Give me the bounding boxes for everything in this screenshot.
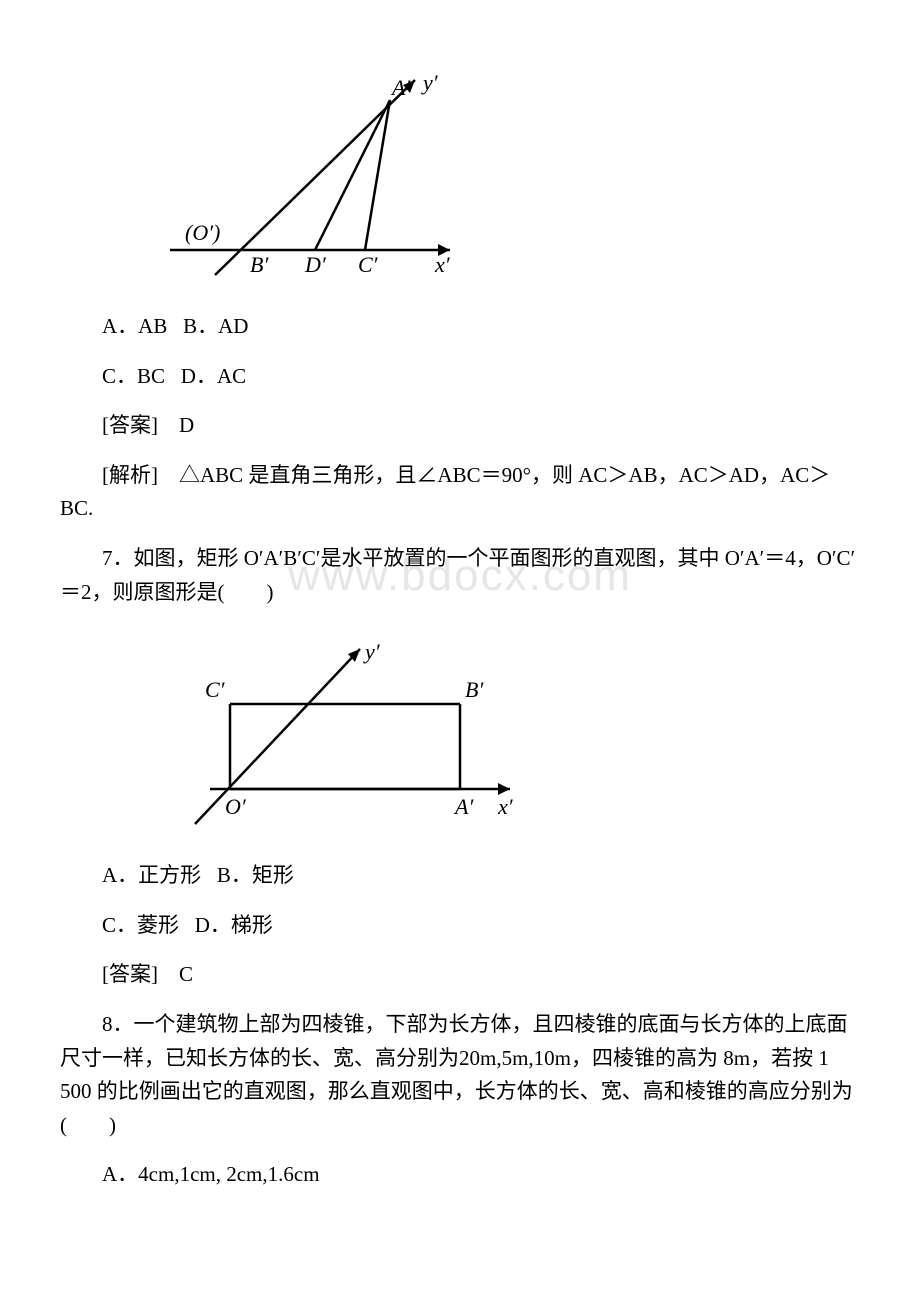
q6-explain-text: [解析] △ABC 是直角三角形，且∠ABC＝90°，则 AC＞AB，AC＞AD…	[60, 459, 860, 526]
label-x-prime: x′	[434, 252, 451, 277]
q7-opt-a: A．正方形	[102, 863, 201, 887]
q6-opt-d: D．AC	[181, 364, 246, 388]
f2-label-x-prime: x′	[497, 794, 514, 819]
f2-label-C-prime: C′	[205, 677, 226, 702]
figure-2: y′ C′ B′ O′ A′ x′	[160, 629, 860, 839]
label-O-prime: (O′)	[185, 220, 220, 245]
figure-1-svg: A′ y′ (O′) B′ D′ C′ x′	[160, 60, 480, 290]
q6-option-line-2: C．BC D．AC	[60, 360, 860, 394]
q6-answer: [答案] D	[60, 409, 860, 443]
f2-label-B-prime: B′	[465, 677, 484, 702]
q6-option-line-1: A．AB B．AD	[60, 310, 860, 344]
label-A-prime: A′	[390, 75, 411, 100]
label-B-prime: B′	[250, 252, 269, 277]
q7-option-line-2: C．菱形 D．梯形	[60, 909, 860, 943]
q7-option-line-1: A．正方形 B．矩形	[60, 859, 860, 893]
f2-label-O-prime: O′	[225, 794, 247, 819]
f2-label-y-prime: y′	[363, 639, 381, 664]
label-y-prime: y′	[421, 70, 439, 95]
label-D-prime: D′	[304, 252, 327, 277]
f2-label-A-prime: A′	[453, 794, 474, 819]
q6-explain: [解析] △ABC 是直角三角形，且∠ABC＝90°，则 AC＞AB，AC＞AD…	[60, 459, 860, 526]
q6-opt-c: C．BC	[102, 364, 165, 388]
q7-stem: 7．如图，矩形 O′A′B′C′是水平放置的一个平面图形的直观图，其中 O′A′…	[60, 542, 860, 609]
q6-opt-a: A．AB	[102, 314, 167, 338]
q7-stem-container: www.bdocx.com 7．如图，矩形 O′A′B′C′是水平放置的一个平面…	[60, 542, 860, 609]
q7-opt-c: C．菱形	[102, 913, 179, 937]
label-C-prime: C′	[358, 252, 379, 277]
figure-1: A′ y′ (O′) B′ D′ C′ x′	[160, 60, 860, 290]
q7-opt-d: D．梯形	[195, 913, 273, 937]
figure-2-svg: y′ C′ B′ O′ A′ x′	[160, 629, 540, 839]
q8-stem: 8．一个建筑物上部为四棱锥，下部为长方体，且四棱锥的底面与长方体的上底面尺寸一样…	[60, 1008, 860, 1142]
q8-opt-a: A．4cm,1cm, 2cm,1.6cm	[60, 1158, 860, 1192]
q6-opt-b: B．AD	[183, 314, 248, 338]
q7-answer: [答案] C	[60, 958, 860, 992]
q7-opt-b: B．矩形	[217, 863, 294, 887]
